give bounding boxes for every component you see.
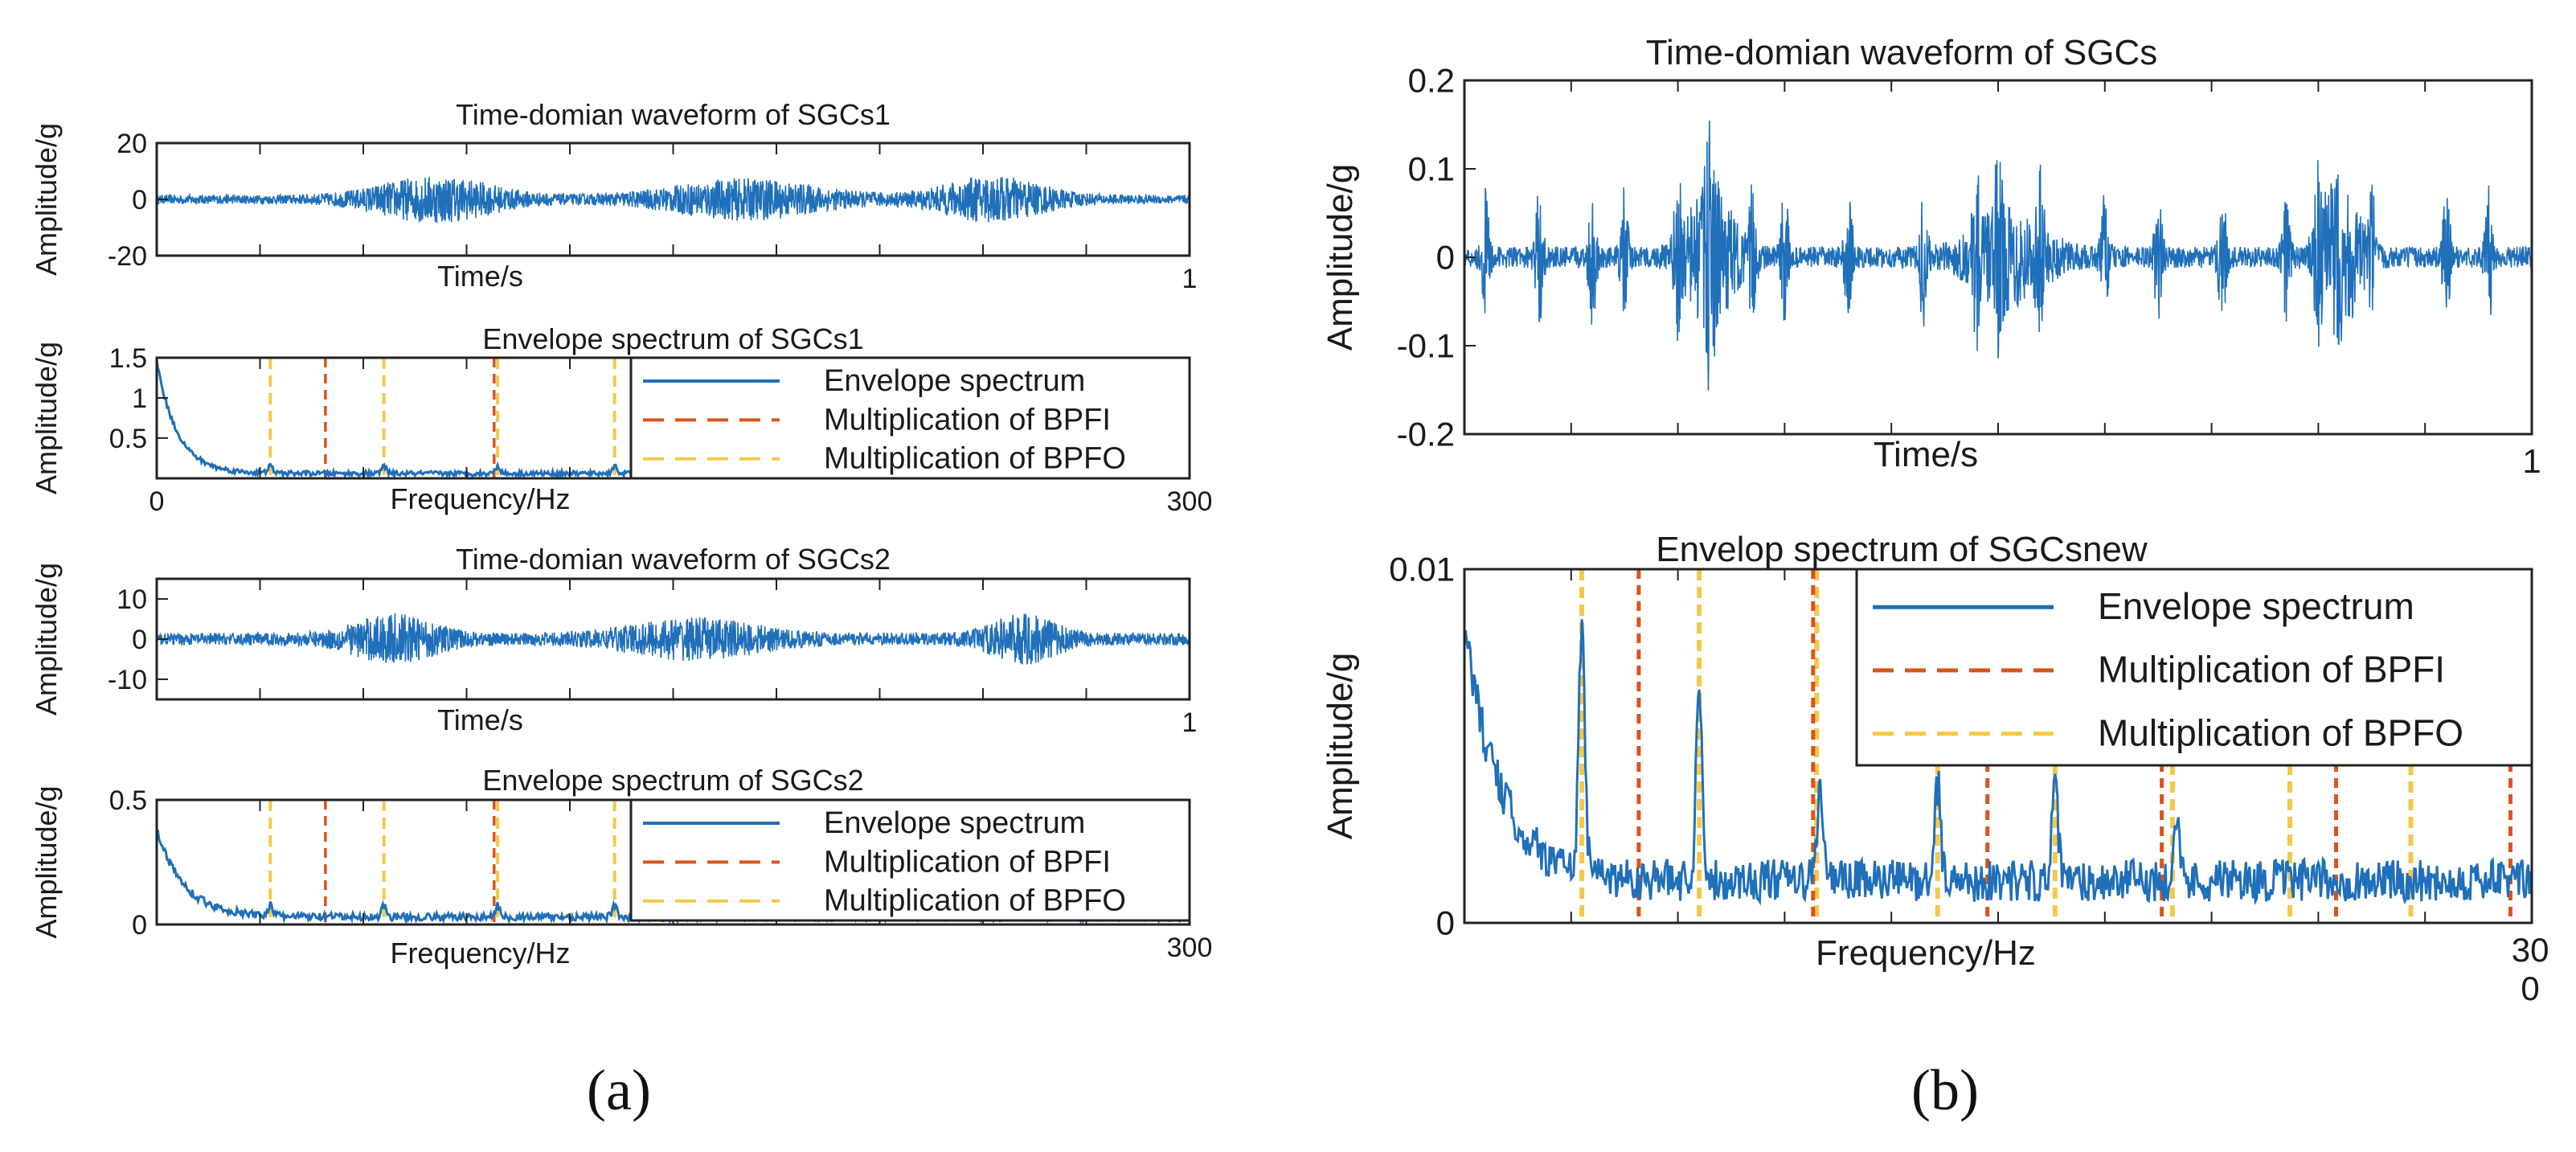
- y-axis-label: Amplitude/g: [30, 123, 63, 276]
- legend-label: Multiplication of BPFO: [824, 884, 1126, 918]
- x-axis-label: Time/s: [437, 260, 523, 293]
- y-tick-label: 0: [132, 625, 147, 655]
- legend-label: Envelope spectrum: [824, 806, 1085, 840]
- legend-label: Envelope spectrum: [824, 364, 1085, 398]
- y-tick-label: 0: [132, 185, 147, 215]
- x-tick-label: 300: [1167, 486, 1213, 517]
- legend-label: Envelope spectrum: [2098, 585, 2414, 627]
- x-axis-label: Frequency/Hz: [390, 482, 570, 515]
- plot-area: [1464, 120, 2532, 391]
- y-tick-label: -20: [108, 241, 147, 272]
- signal-line: [1464, 120, 2532, 391]
- chart-a4: 0.5 0 300 Envelope spectrum of SGCs2 Frequen…: [30, 764, 1212, 970]
- chart-a3: 10 0 -10 1 Time-domian waveform of SGCs2 Time…: [30, 543, 1197, 738]
- y-tick-label: -0.1: [1397, 327, 1455, 365]
- y-tick-label: 1.5: [109, 343, 147, 374]
- y-tick-label: 0.5: [109, 424, 147, 454]
- chart-title: Envelope spectrum of SGCs1: [482, 322, 863, 355]
- x-tick-label: 0: [149, 486, 165, 517]
- y-tick-label: 0: [1436, 904, 1455, 942]
- y-axis-label: Amplitude/g: [1321, 653, 1360, 839]
- y-axis-label: Amplitude/g: [1321, 164, 1360, 351]
- y-axis-label: Amplitude/g: [30, 785, 63, 938]
- y-tick-label: 0: [1436, 239, 1455, 277]
- y-tick-label: -10: [108, 665, 147, 695]
- chart-title: Time-domian waveform of SGCs1: [456, 98, 891, 131]
- x-axis-label: Time/s: [1874, 435, 1978, 474]
- y-tick-label: 0.5: [109, 785, 147, 816]
- y-tick-label: 0.01: [1389, 551, 1455, 588]
- chart-title: Time-domian waveform of SGCs: [1646, 33, 2158, 72]
- chart-title: Envelope spectrum of SGCs2: [482, 764, 863, 797]
- y-tick-label: 1: [132, 383, 147, 414]
- legend-label: Multiplication of BPFO: [824, 442, 1126, 476]
- x-axis-label: Frequency/Hz: [390, 937, 570, 970]
- chart-b1: 0.2 0.1 0 -0.1 -0.2 1 Time-domian waveform of …: [1321, 33, 2541, 480]
- y-tick-label: 0.2: [1408, 62, 1455, 100]
- x-tick-label: 300: [1167, 933, 1213, 963]
- legend-label: Multiplication of BPFI: [2098, 649, 2445, 691]
- x-tick-label: 1: [2522, 442, 2541, 480]
- x-tick-label: 1: [1182, 707, 1198, 738]
- x-axis-label: Frequency/Hz: [1816, 933, 2036, 973]
- plot-area: [157, 613, 1190, 665]
- chart-title: Time-domian waveform of SGCs2: [456, 543, 891, 576]
- y-axis-label: Amplitude/g: [30, 342, 63, 494]
- panel-label-b: (b): [1911, 1058, 1979, 1122]
- x-tick-label: 1: [1182, 264, 1198, 294]
- legend-box: [629, 798, 1191, 922]
- y-tick-label: 0: [132, 910, 147, 941]
- y-tick-label: -0.2: [1397, 416, 1455, 453]
- signal-line: [157, 176, 1190, 223]
- signal-line: [1464, 619, 2532, 906]
- legend-label: Multiplication of BPFO: [2098, 711, 2463, 753]
- y-tick-label: 20: [117, 129, 147, 159]
- y-tick-label: 0.1: [1408, 150, 1455, 188]
- legend-label: Multiplication of BPFI: [824, 845, 1111, 879]
- chart-title: Envelop spectrum of SGCsnew: [1656, 530, 2148, 569]
- y-axis-label: Amplitude/g: [30, 563, 63, 715]
- panel-label-a: (a): [587, 1058, 651, 1122]
- plot-area: [157, 176, 1190, 223]
- chart-a1: 20 0 -20 1 Time-domian waveform of SGCs1 Time…: [30, 98, 1197, 294]
- x-tick-label: 30: [2512, 931, 2549, 969]
- y-tick-label: 10: [117, 584, 147, 615]
- x-axis-label: Time/s: [437, 703, 523, 736]
- signal-line: [157, 613, 1190, 665]
- legend-label: Multiplication of BPFI: [824, 403, 1111, 437]
- chart-a2: 1.5 1 0.5 0 300 Envelope spectrum of SGCs1 Fre…: [30, 322, 1212, 517]
- x-tick-label: 0: [2521, 970, 2539, 1007]
